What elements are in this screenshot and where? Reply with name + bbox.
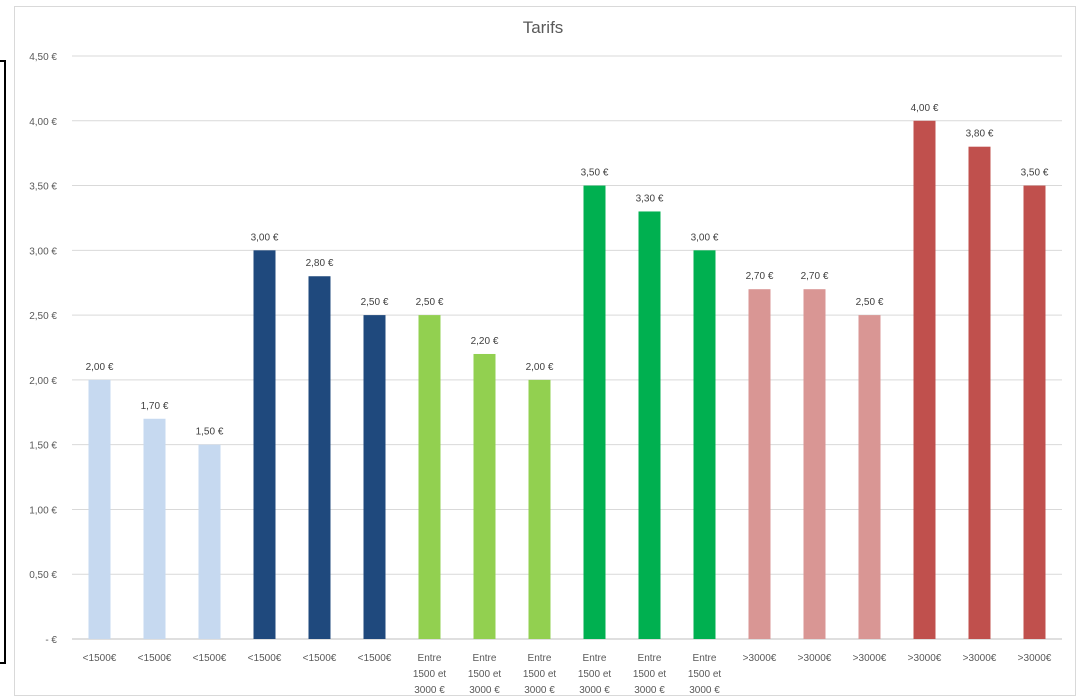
data-label: 3,00 € — [691, 232, 719, 243]
bar — [803, 289, 826, 639]
data-label: 3,80 € — [966, 129, 994, 140]
x-tick-label: 1500 et — [413, 669, 447, 680]
y-tick-label: - € — [45, 635, 57, 646]
data-label: 2,70 € — [801, 271, 829, 282]
x-tick-label: 1500 et — [688, 669, 722, 680]
x-tick-label: 1500 et — [468, 669, 502, 680]
x-tick-label: <1500€ — [193, 653, 227, 664]
x-tick-label: 3000 € — [634, 685, 665, 696]
bar — [363, 315, 386, 639]
x-tick-label: Entre — [638, 653, 662, 664]
x-tick-label: <1500€ — [83, 653, 117, 664]
x-tick-label: <1500€ — [138, 653, 172, 664]
data-label: 1,50 € — [196, 427, 224, 438]
x-tick-label: Entre — [693, 653, 717, 664]
bar — [1023, 185, 1046, 640]
bar — [198, 444, 221, 639]
bar — [968, 146, 991, 639]
y-tick-label: 2,50 € — [29, 311, 57, 322]
data-label: 3,50 € — [1021, 168, 1049, 179]
x-tick-label: <1500€ — [358, 653, 392, 664]
bar — [253, 250, 276, 640]
x-tick-label: 3000 € — [579, 685, 610, 696]
y-tick-label: 0,50 € — [29, 570, 57, 581]
data-label: 2,00 € — [86, 362, 114, 373]
x-tick-label: Entre — [528, 653, 552, 664]
x-tick-label: >3000€ — [743, 653, 777, 664]
y-tick-label: 3,50 € — [29, 182, 57, 193]
x-tick-label: >3000€ — [853, 653, 887, 664]
x-tick-label: 3000 € — [689, 685, 720, 696]
data-label: 2,50 € — [416, 297, 444, 308]
bar — [638, 211, 661, 639]
chart-title: Tarifs — [522, 18, 564, 37]
data-label: 1,70 € — [141, 401, 169, 412]
data-label: 2,50 € — [361, 297, 389, 308]
bars — [88, 120, 1046, 640]
y-tick-label: 1,50 € — [29, 441, 57, 452]
y-axis-ticks: - € 0,50 € 1,00 € 1,50 € 2,00 € 2,50 € 3,00 € 3… — [29, 52, 57, 646]
x-tick-label: 1500 et — [633, 669, 667, 680]
data-label: 2,70 € — [746, 271, 774, 282]
x-tick-label: Entre — [473, 653, 497, 664]
data-label: 2,00 € — [526, 362, 554, 373]
y-tick-label: 4,50 € — [29, 52, 57, 63]
x-tick-label: >3000€ — [963, 653, 997, 664]
data-label: 2,20 € — [471, 336, 499, 347]
data-label: 2,50 € — [856, 297, 884, 308]
x-tick-label: >3000€ — [1018, 653, 1052, 664]
x-tick-label: >3000€ — [798, 653, 832, 664]
bar — [748, 289, 771, 639]
y-tick-label: 3,00 € — [29, 246, 57, 257]
data-label: 3,00 € — [251, 232, 279, 243]
data-label: 3,30 € — [636, 193, 664, 204]
x-tick-label: 3000 € — [469, 685, 500, 696]
bar — [418, 315, 441, 639]
x-tick-label: <1500€ — [303, 653, 337, 664]
left-bracket — [0, 60, 6, 664]
x-tick-label: Entre — [583, 653, 607, 664]
bar — [528, 379, 551, 639]
y-tick-label: 1,00 € — [29, 505, 57, 516]
data-labels: 2,00 € 1,70 € 1,50 € 3,00 € 2,80 € 2,50 € 2,50… — [86, 103, 1049, 438]
x-tick-label: >3000€ — [908, 653, 942, 664]
bar — [913, 120, 936, 640]
gridlines — [72, 55, 1062, 640]
x-tick-label: 3000 € — [414, 685, 445, 696]
bar — [143, 418, 166, 639]
y-tick-label: 2,00 € — [29, 376, 57, 387]
x-tick-label: Entre — [418, 653, 442, 664]
x-tick-label: 1500 et — [523, 669, 557, 680]
bar — [88, 379, 111, 639]
bar — [473, 353, 496, 639]
x-axis-ticks: <1500€ <1500€ <1500€ <1500€ <1500€ <1500€ Entr… — [83, 653, 1052, 696]
x-tick-label: 1500 et — [578, 669, 612, 680]
y-tick-label: 4,00 € — [29, 117, 57, 128]
data-label: 2,80 € — [306, 258, 334, 269]
bar — [693, 250, 716, 640]
bar — [583, 185, 606, 640]
x-tick-label: 3000 € — [524, 685, 555, 696]
data-label: 3,50 € — [581, 168, 609, 179]
bar — [308, 276, 331, 639]
data-label: 4,00 € — [911, 103, 939, 114]
bar — [858, 315, 881, 639]
x-tick-label: <1500€ — [248, 653, 282, 664]
